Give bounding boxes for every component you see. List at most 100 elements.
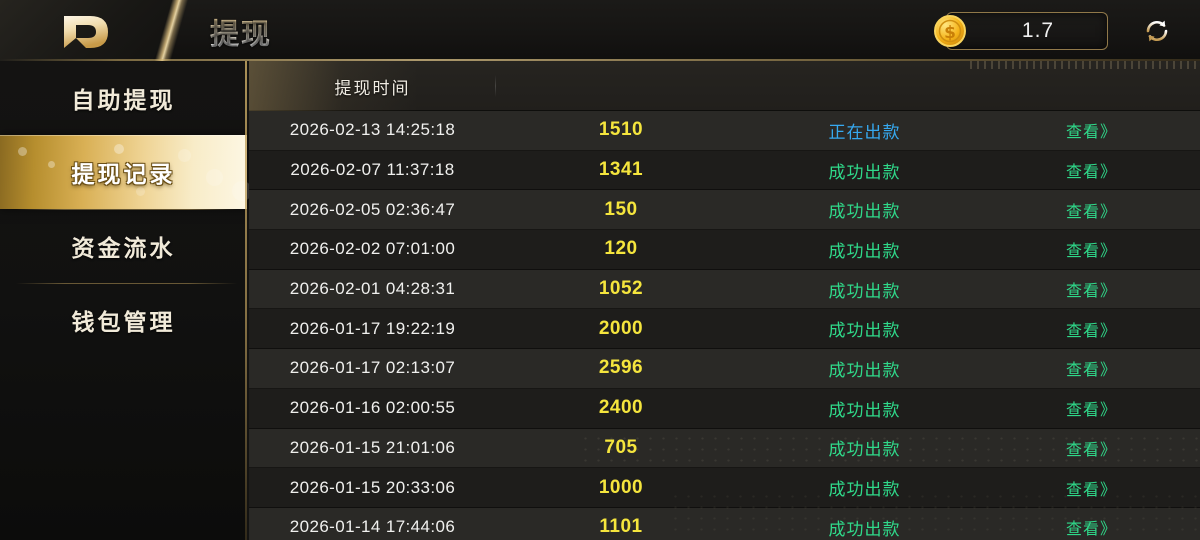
withdraw-time-value: 2026-02-05 02:36:47 bbox=[289, 199, 456, 219]
status-badge: 成功出款 bbox=[828, 202, 901, 222]
view-order-link[interactable]: 查看》 bbox=[1065, 164, 1117, 182]
amount-value: 120 bbox=[604, 238, 638, 260]
view-order-link[interactable]: 查看》 bbox=[1065, 402, 1117, 420]
balance-display[interactable]: $ 1.7 bbox=[934, 12, 1108, 50]
cell-amount: 1052 bbox=[496, 278, 746, 300]
view-order-link[interactable]: 查看》 bbox=[1065, 203, 1117, 221]
status-badge: 成功出款 bbox=[828, 480, 901, 500]
status-badge: 成功出款 bbox=[828, 440, 901, 460]
refresh-icon[interactable] bbox=[1140, 14, 1174, 48]
cell-time: 2026-01-15 21:01:06 bbox=[249, 438, 496, 458]
table-row[interactable]: 2026-01-17 02:13:07 2596 成功出款 查看》 bbox=[249, 349, 1200, 389]
amount-value: 1052 bbox=[598, 278, 644, 300]
cell-amount: 1101 bbox=[496, 516, 746, 538]
cell-time: 2026-02-02 07:01:00 bbox=[249, 239, 496, 259]
amount-value: 2000 bbox=[598, 317, 644, 339]
cell-order: 查看》 bbox=[983, 237, 1200, 261]
withdraw-time-value: 2026-01-17 02:13:07 bbox=[289, 358, 456, 378]
table-body: 2026-02-13 14:25:18 1510 正在出款 查看》 2026-02-07… bbox=[249, 111, 1200, 540]
cell-status: 成功出款 bbox=[746, 158, 983, 183]
withdraw-time-value: 2026-01-16 02:00:55 bbox=[289, 398, 456, 418]
table-row[interactable]: 2026-02-07 11:37:18 1341 成功出款 查看》 bbox=[249, 150, 1200, 191]
table-row[interactable]: 2026-01-14 17:44:06 1101 成功出款 查看》 bbox=[249, 507, 1200, 540]
amount-value: 1000 bbox=[598, 476, 644, 498]
cell-amount: 1510 bbox=[496, 119, 746, 141]
cell-order: 查看》 bbox=[983, 515, 1200, 539]
sparkle-decor bbox=[18, 147, 27, 156]
withdrawal-records-table: 提现时间 金额 状态 订单信息 2026-02-13 14:25:18 1510 正… bbox=[249, 61, 1200, 540]
sidebar-item-label: 自助提现 bbox=[71, 87, 176, 113]
withdraw-time-value: 2026-02-01 04:28:31 bbox=[289, 279, 456, 299]
view-order-link[interactable]: 查看》 bbox=[1065, 124, 1117, 142]
amount-value: 1101 bbox=[599, 516, 643, 538]
cell-status: 正在出款 bbox=[746, 118, 983, 143]
cell-order: 查看》 bbox=[983, 356, 1200, 380]
withdraw-time-value: 2026-01-17 19:22:19 bbox=[289, 318, 456, 338]
cell-order: 查看》 bbox=[983, 158, 1200, 182]
amount-value: 2596 bbox=[598, 357, 644, 379]
page-title: 提现 bbox=[210, 11, 272, 53]
table-row[interactable]: 2026-01-17 19:22:19 2000 成功出款 查看》 bbox=[249, 309, 1200, 350]
svg-text:$: $ bbox=[944, 23, 956, 43]
cell-status: 成功出款 bbox=[746, 316, 983, 341]
gold-coin-icon: $ bbox=[930, 11, 970, 51]
sidebar-item-wallet-management[interactable]: 钱包管理 bbox=[0, 283, 247, 357]
cell-order: 查看》 bbox=[983, 198, 1200, 222]
header-diagonal-divider bbox=[122, 0, 218, 61]
cell-status: 成功出款 bbox=[746, 197, 983, 222]
amount-value: 705 bbox=[604, 436, 638, 458]
cell-status: 成功出款 bbox=[746, 356, 983, 381]
status-badge: 成功出款 bbox=[828, 162, 901, 182]
withdraw-time-value: 2026-01-14 17:44:06 bbox=[289, 517, 456, 537]
cell-status: 成功出款 bbox=[746, 237, 983, 262]
view-order-link[interactable]: 查看》 bbox=[1065, 322, 1117, 340]
balance-value: 1.7 bbox=[1021, 19, 1055, 42]
status-badge: 成功出款 bbox=[828, 321, 901, 341]
table-header-row: 提现时间 金额 状态 订单信息 bbox=[249, 61, 1200, 248]
cell-status: 成功出款 bbox=[746, 435, 983, 460]
cell-status: 成功出款 bbox=[746, 277, 983, 302]
sparkle-decor bbox=[114, 144, 124, 154]
sidebar-item-fund-flow[interactable]: 资金流水 bbox=[0, 209, 247, 283]
table-row[interactable]: 2026-02-13 14:25:18 1510 正在出款 查看》 bbox=[249, 111, 1200, 151]
table-row[interactable]: 2026-01-15 20:33:06 1000 成功出款 查看》 bbox=[249, 468, 1200, 508]
withdraw-time-value: 2026-02-13 14:25:18 bbox=[289, 120, 456, 140]
table-row[interactable]: 2026-01-16 02:00:55 2400 成功出款 查看》 bbox=[249, 388, 1200, 429]
column-header-time: 提现时间 bbox=[249, 61, 496, 111]
status-badge: 成功出款 bbox=[828, 281, 901, 301]
table-row[interactable]: 2026-02-02 07:01:00 120 成功出款 查看》 bbox=[249, 230, 1200, 270]
cell-time: 2026-01-14 17:44:06 bbox=[249, 517, 496, 537]
cell-amount: 1341 bbox=[496, 159, 746, 181]
amount-value: 1510 bbox=[598, 119, 644, 141]
status-badge: 成功出款 bbox=[828, 241, 901, 261]
view-order-link[interactable]: 查看》 bbox=[1065, 441, 1117, 459]
table-row[interactable]: 2026-02-05 02:36:47 150 成功出款 查看》 bbox=[249, 190, 1200, 231]
sidebar-item-self-withdraw[interactable]: 自助提现 bbox=[0, 61, 247, 135]
view-order-link[interactable]: 查看》 bbox=[1065, 362, 1117, 380]
cell-order: 查看》 bbox=[983, 118, 1200, 142]
sparkle-decor bbox=[178, 149, 191, 162]
cell-time: 2026-02-13 14:25:18 bbox=[249, 120, 496, 140]
status-badge: 成功出款 bbox=[828, 360, 901, 380]
cell-amount: 2400 bbox=[496, 397, 746, 419]
cell-amount: 2000 bbox=[496, 318, 746, 340]
cell-status: 成功出款 bbox=[746, 515, 983, 540]
cell-time: 2026-02-07 11:37:18 bbox=[249, 160, 496, 180]
sidebar-item-label: 钱包管理 bbox=[71, 309, 176, 335]
view-order-link[interactable]: 查看》 bbox=[1065, 243, 1117, 261]
table-row[interactable]: 2026-01-15 21:01:06 705 成功出款 查看》 bbox=[249, 428, 1200, 469]
withdraw-time-value: 2026-01-15 21:01:06 bbox=[289, 437, 456, 457]
view-order-link[interactable]: 查看》 bbox=[1065, 481, 1117, 499]
cell-time: 2026-01-15 20:33:06 bbox=[249, 478, 496, 498]
view-order-link[interactable]: 查看》 bbox=[1065, 521, 1117, 539]
cell-order: 查看》 bbox=[983, 277, 1200, 301]
cell-order: 查看》 bbox=[983, 436, 1200, 460]
sidebar-item-withdraw-records[interactable]: 提现记录 bbox=[0, 135, 252, 209]
view-order-link[interactable]: 查看》 bbox=[1065, 283, 1117, 301]
sparkle-decor bbox=[206, 169, 223, 186]
sparkle-decor bbox=[48, 161, 55, 168]
brand-d-logo-icon[interactable] bbox=[56, 12, 114, 52]
table-row[interactable]: 2026-02-01 04:28:31 1052 成功出款 查看》 bbox=[249, 269, 1200, 310]
sidebar-item-label: 提现记录 bbox=[71, 161, 176, 187]
